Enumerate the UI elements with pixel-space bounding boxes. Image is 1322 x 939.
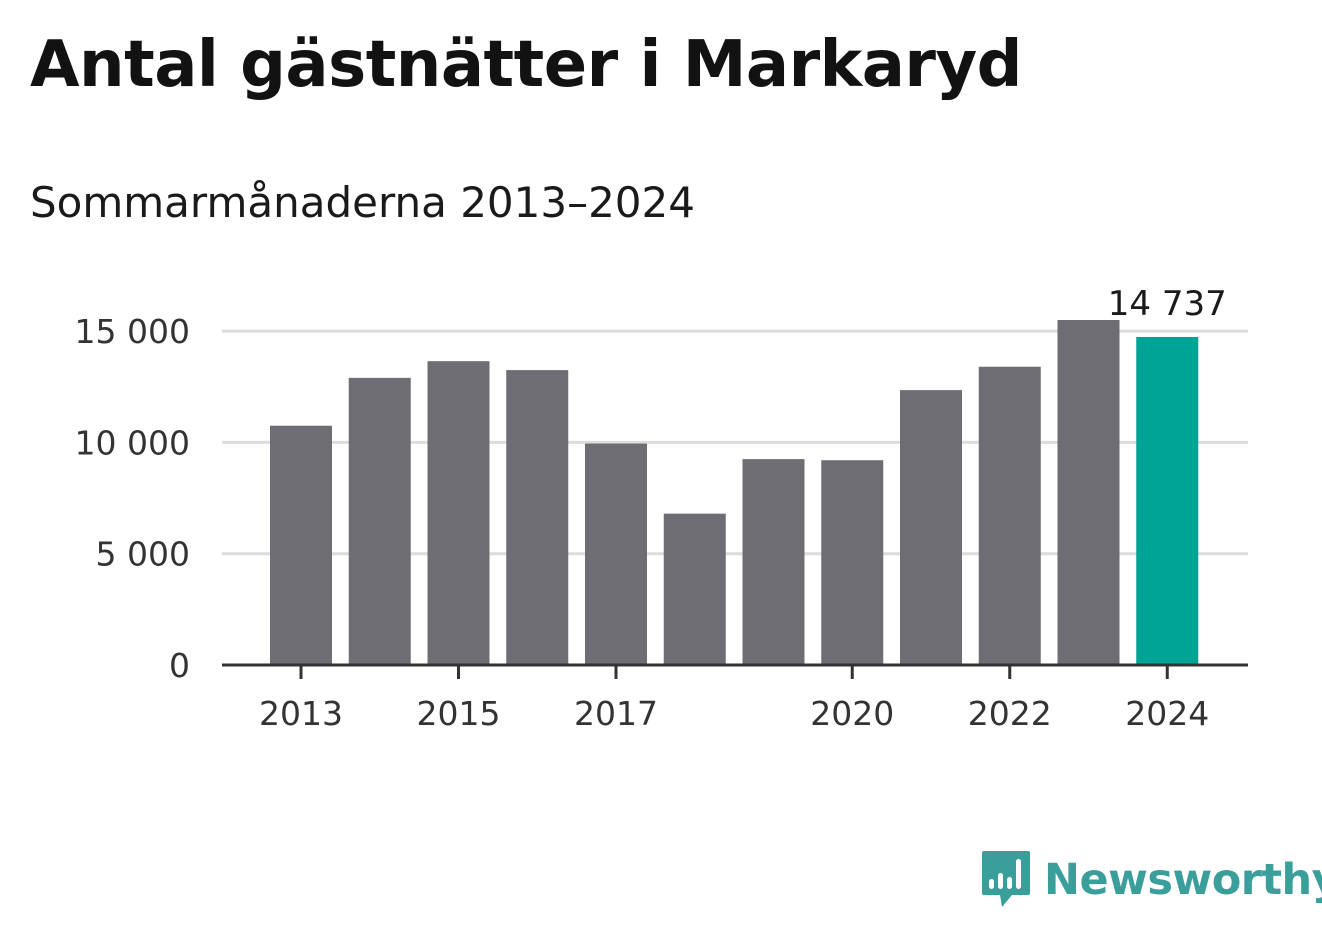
bar-2014 — [348, 377, 411, 665]
brand-name: Newsworthy — [1044, 855, 1322, 905]
chart-subtitle: Sommarmånaderna 2013–2024 — [30, 178, 695, 227]
x-tick-label: 2015 — [417, 694, 501, 733]
x-tick-label: 2024 — [1125, 694, 1209, 733]
bar-2016 — [506, 370, 569, 665]
bar-2023 — [1057, 320, 1120, 665]
bar-2024 — [1136, 336, 1199, 665]
bar-2019 — [742, 459, 805, 665]
x-tick-label: 2017 — [574, 694, 658, 733]
y-tick-label: 0 — [169, 646, 190, 685]
bar-2015 — [427, 361, 490, 665]
bar-2022 — [978, 366, 1041, 665]
newsworthy-logo-icon — [982, 851, 1030, 907]
bar-value-label: 14 737 — [1108, 284, 1227, 324]
bar-2020 — [821, 460, 884, 665]
bar-2013 — [270, 425, 332, 665]
x-tick-label: 2022 — [968, 694, 1052, 733]
y-tick-label: 5 000 — [96, 535, 190, 574]
bar-2021 — [900, 390, 962, 665]
chart-title: Antal gästnätter i Markaryd — [30, 28, 1022, 102]
x-tick-label: 2013 — [259, 694, 343, 733]
bar-2017 — [585, 443, 647, 665]
x-tick-label: 2020 — [810, 694, 894, 733]
y-tick-label: 10 000 — [75, 423, 190, 462]
newsworthy-logo: Newsworthy — [980, 848, 1322, 912]
bar-2018 — [663, 513, 726, 665]
y-tick-label: 15 000 — [75, 312, 190, 351]
